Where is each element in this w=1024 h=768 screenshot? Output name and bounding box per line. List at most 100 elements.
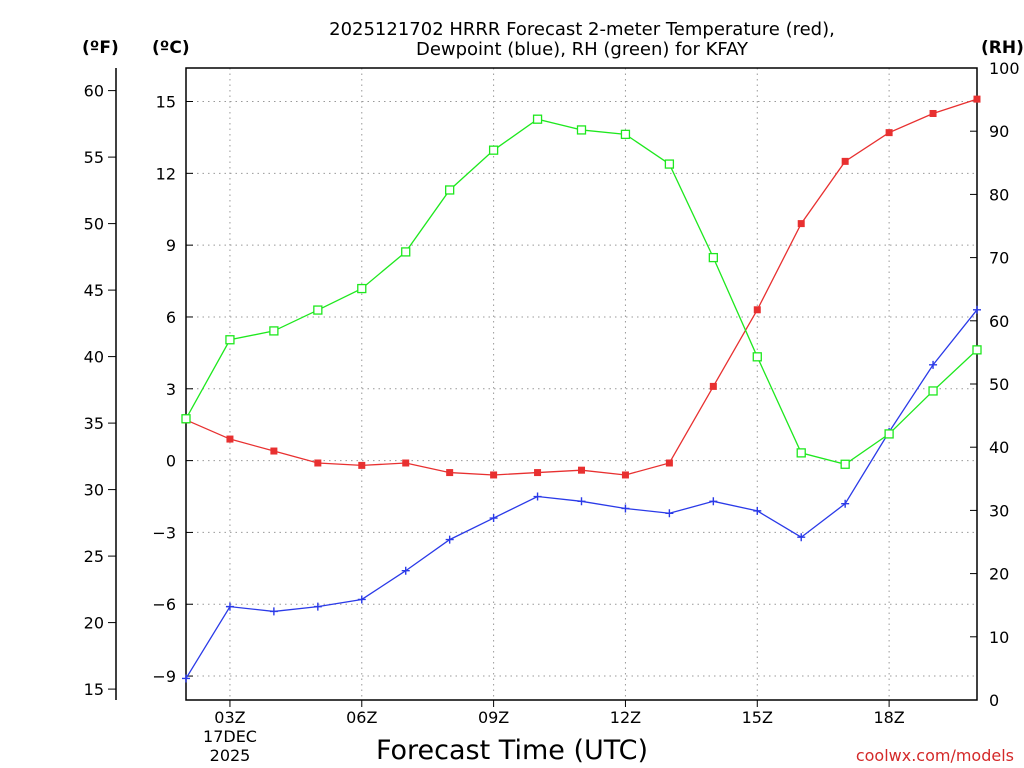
data-series	[181, 95, 982, 683]
rh-point	[576, 125, 587, 135]
rh-point	[664, 159, 675, 169]
temperature-point	[534, 469, 542, 477]
fahrenheit-tick-label: 15	[84, 680, 104, 699]
dewpoint-point	[533, 492, 542, 501]
dewpoint-point	[709, 497, 718, 506]
temperature-point	[314, 459, 322, 467]
temperature-point	[797, 220, 805, 228]
celsius-tick-label: 12	[156, 164, 176, 183]
celsius-tick-label: 3	[166, 380, 176, 399]
dewpoint-point	[182, 674, 190, 683]
temperature-point	[841, 157, 849, 165]
x-tick-label: 12Z	[610, 708, 641, 727]
rh-tick-label: 90	[989, 122, 1009, 141]
dewpoint-point	[841, 499, 850, 508]
temperature-point	[490, 471, 498, 479]
x-axis-title: Forecast Time (UTC)	[376, 735, 648, 766]
x-tick-label: 15Z	[742, 708, 773, 727]
rh-point	[796, 448, 806, 458]
fahrenheit-tick-label: 30	[84, 481, 104, 500]
dewpoint-point	[445, 535, 454, 544]
rh-point	[620, 129, 631, 140]
celsius-tick-label: 15	[156, 93, 176, 112]
celsius-tick-label: 6	[166, 308, 176, 327]
x-tick-label: 06Z	[346, 708, 377, 727]
fahrenheit-tick-label: 55	[84, 148, 104, 167]
x-tick-label: 09Z	[478, 708, 509, 727]
temperature-point	[709, 382, 717, 390]
temperature-point	[226, 435, 234, 443]
rh-point	[972, 345, 982, 355]
dewpoint-point	[973, 305, 981, 314]
dewpoint-point	[929, 360, 938, 369]
date-label-day: 17DEC	[203, 727, 257, 746]
chart-title-line-2: Dewpoint (blue), RH (green) for KFAY	[416, 39, 749, 60]
rh-point	[840, 459, 850, 469]
temperature-point	[885, 129, 893, 137]
temperature-point	[270, 447, 278, 455]
rh-line	[185, 118, 978, 465]
fahrenheit-tick-label: 25	[84, 547, 104, 566]
rh-tick-label: 30	[989, 501, 1009, 520]
rh-point	[445, 185, 455, 195]
temperature-point	[753, 306, 761, 314]
temperature-point	[665, 459, 673, 467]
celsius-tick-label: 0	[166, 452, 176, 471]
rh-point	[488, 145, 499, 155]
rh-point	[269, 326, 279, 336]
rh-unit-label: (RH)	[981, 38, 1024, 58]
rh-tick-label: 0	[989, 691, 999, 710]
temperature-point	[402, 459, 410, 467]
date-label-year: 2025	[210, 746, 251, 765]
fahrenheit-tick-label: 60	[84, 82, 104, 101]
rh-tick-label: 100	[989, 59, 1020, 78]
rh-point	[532, 114, 543, 124]
dewpoint-point	[797, 533, 806, 542]
rh-point	[884, 429, 894, 439]
dewpoint-point	[313, 602, 322, 611]
temperature-point	[358, 461, 366, 469]
fahrenheit-unit-label: (ºF)	[82, 38, 119, 58]
rh-point	[225, 335, 235, 345]
rh-tick-label: 50	[989, 375, 1009, 394]
dewpoint-point	[401, 566, 410, 575]
x-tick-label: 18Z	[873, 708, 904, 727]
dewpoint-point	[357, 595, 366, 604]
dewpoint-point	[753, 506, 762, 515]
fahrenheit-tick-label: 40	[84, 348, 104, 367]
watermark: coolwx.com/models	[856, 746, 1014, 765]
rh-tick-label: 60	[989, 312, 1009, 331]
dewpoint-point	[489, 514, 498, 523]
dewpoint-point	[225, 602, 234, 611]
temperature-point	[621, 471, 629, 479]
celsius-tick-label: −3	[152, 523, 176, 542]
x-tick-label: 03Z	[214, 708, 245, 727]
plot-frame	[185, 67, 978, 701]
fahrenheit-tick-label: 45	[84, 281, 104, 300]
celsius-tick-label: −6	[152, 595, 176, 614]
rh-tick-label: 40	[989, 438, 1009, 457]
dewpoint-line	[185, 309, 978, 679]
rh-point	[401, 247, 411, 257]
dewpoint-point	[621, 504, 630, 513]
celsius-tick-label: −9	[152, 667, 176, 686]
rh-tick-label: 20	[989, 565, 1009, 584]
rh-point	[708, 252, 718, 263]
fahrenheit-tick-label: 20	[84, 614, 104, 633]
rh-point	[181, 414, 191, 424]
celsius-tick-label: 9	[166, 236, 176, 255]
rh-tick-label: 10	[989, 628, 1009, 647]
temperature-line	[185, 98, 978, 476]
rh-point	[313, 305, 323, 315]
temperature-point	[929, 109, 937, 117]
rh-tick-label: 80	[989, 185, 1009, 204]
rh-point	[357, 283, 367, 294]
axes: −9 −6 −3 0 3 6 9 12 15 15 20 25 30 35 40 45 50 55 60 0 10 20 3…	[84, 59, 1020, 727]
rh-tick-label: 70	[989, 249, 1009, 268]
rh-point	[752, 352, 762, 362]
temperature-point	[973, 95, 981, 103]
dewpoint-point	[577, 497, 586, 506]
dewpoint-point	[665, 509, 674, 518]
rh-point	[928, 386, 938, 396]
